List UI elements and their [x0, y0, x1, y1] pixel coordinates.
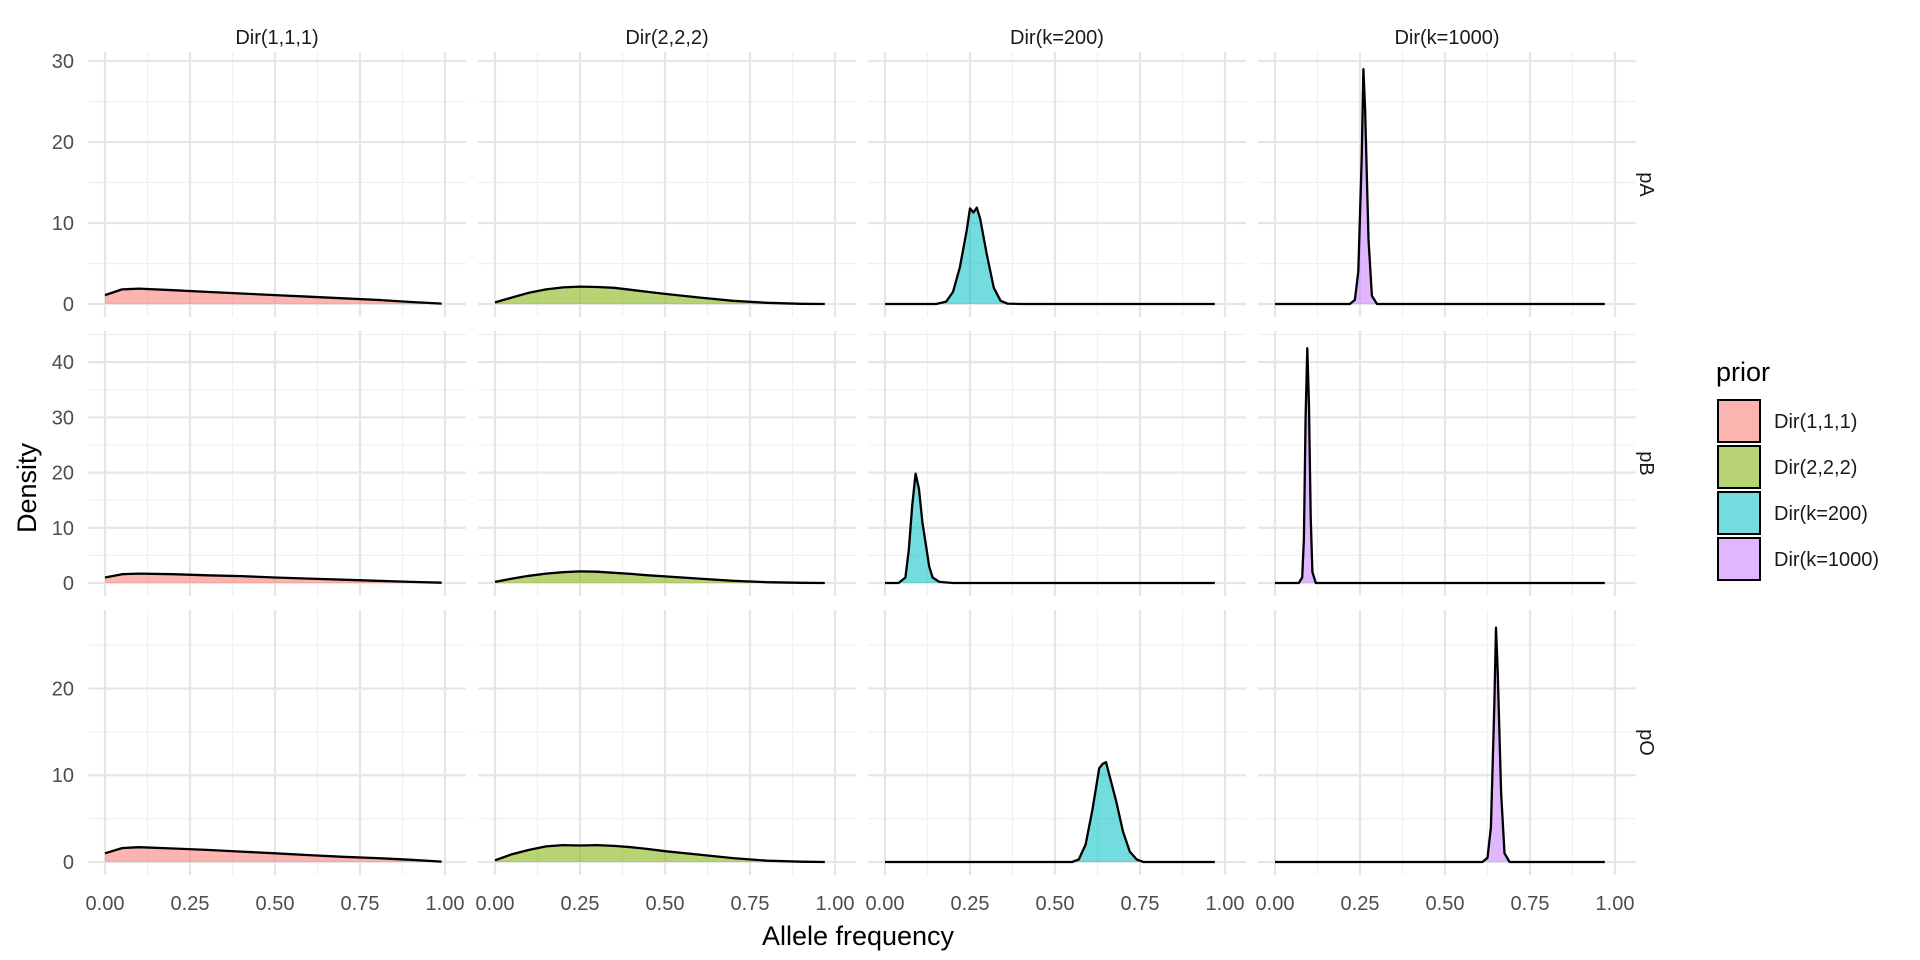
- density-line-dir-k-1000-po: [1275, 626, 1605, 864]
- panel-dir-k-1000-po: [1258, 610, 1636, 875]
- legend-key-dir-k-200: [1717, 491, 1761, 535]
- y-tick-label: 10: [52, 213, 74, 235]
- density-area-dir-k-1000-po: [1275, 627, 1605, 862]
- density-line-dir-k-1000-pa: [1275, 67, 1605, 306]
- x-tick-label: 0.75: [1511, 893, 1550, 915]
- panel-dir-k-1000-pa: [1258, 52, 1636, 317]
- y-tick-label: 10: [52, 765, 74, 787]
- legend-title: prior: [1716, 357, 1770, 387]
- x-tick-label: 0.50: [1426, 893, 1465, 915]
- x-tick-label: 0.00: [86, 893, 125, 915]
- legend-label-dir-k-200: Dir(k=200): [1774, 503, 1868, 525]
- x-tick-label: 1.00: [1596, 893, 1635, 915]
- density-line-dir-1-1-1-pb: [104, 572, 442, 584]
- density-area-dir-k-1000-pa: [1275, 69, 1605, 304]
- x-tick-label: 0.00: [476, 893, 515, 915]
- density-area-dir-1-1-1-pa: [105, 288, 442, 304]
- panel-dir-2-2-2-po: [478, 610, 856, 875]
- facet-row-label-po: pO: [1635, 729, 1657, 756]
- density-line-dir-2-2-2-pb: [494, 570, 825, 585]
- legend-entries: Dir(1,1,1) Dir(2,2,2) Dir(k=200) Dir(k=1000…: [1717, 399, 1879, 581]
- y-tick-label: 30: [52, 407, 74, 429]
- grid-layer: [88, 52, 1636, 875]
- density-area-dir-k-200-po: [885, 762, 1215, 862]
- facet-row-label-pb: pB: [1635, 451, 1657, 475]
- density-area-dir-k-1000-pb: [1275, 348, 1605, 583]
- facet-row-label-pa: pA: [1635, 172, 1657, 197]
- legend: prior Dir(1,1,1)Dir(2,2,2)Dir(k=200)Dir(…: [1716, 357, 1879, 581]
- panel-dir-k-200-pa: [868, 52, 1246, 317]
- x-tick-label: 0.75: [341, 893, 380, 915]
- panel-dir-k-1000-pb: [1258, 331, 1636, 596]
- facet-col-label-dir-k-200: Dir(k=200): [1010, 27, 1104, 49]
- x-tick-label: 1.00: [816, 893, 855, 915]
- x-tick-label: 0.75: [1121, 893, 1160, 915]
- panel-dir-1-1-1-po: [88, 610, 466, 875]
- y-tick-label: 0: [63, 852, 74, 874]
- panel-dir-k-200-po: [868, 610, 1246, 875]
- panel-dir-1-1-1-pb: [88, 331, 466, 596]
- density-line-dir-2-2-2-pa: [494, 285, 825, 306]
- y-tick-label: 10: [52, 518, 74, 540]
- y-axis-title: Density: [12, 442, 42, 533]
- x-tick-label: 0.25: [171, 893, 210, 915]
- legend-key-dir-2-2-2: [1717, 445, 1761, 489]
- panel-dir-k-200-pb: [868, 331, 1246, 596]
- x-tick-label: 0.25: [561, 893, 600, 915]
- x-tick-label: 0.25: [1341, 893, 1380, 915]
- x-tick-label: 1.00: [1206, 893, 1245, 915]
- facet-col-label-dir-1-1-1: Dir(1,1,1): [235, 27, 318, 49]
- x-tick-label: 0.75: [731, 893, 770, 915]
- x-tick-label: 1.00: [426, 893, 465, 915]
- y-tick-label: 20: [52, 678, 74, 700]
- legend-key-dir-1-1-1: [1717, 399, 1761, 443]
- x-tick-label: 0.00: [1256, 893, 1295, 915]
- panel-dir-2-2-2-pa: [478, 52, 856, 317]
- facet-col-label-dir-k-1000: Dir(k=1000): [1394, 27, 1499, 49]
- panel-dir-1-1-1-pa: [88, 52, 466, 317]
- x-tick-label: 0.50: [256, 893, 295, 915]
- density-line-dir-k-200-pb: [885, 472, 1215, 585]
- x-axis-title: Allele frequency: [762, 921, 955, 951]
- x-tick-label: 0.50: [1036, 893, 1075, 915]
- density-line-dir-k-200-pa: [885, 206, 1215, 306]
- density-area-dir-2-2-2-pa: [495, 286, 825, 304]
- density-line-dir-k-200-po: [885, 761, 1215, 864]
- y-tick-label: 40: [52, 352, 74, 374]
- panel-dir-2-2-2-pb: [478, 331, 856, 596]
- density-area-dir-2-2-2-po: [495, 845, 825, 862]
- legend-key-dir-k-1000: [1717, 537, 1761, 581]
- label-layer: Dir(1,1,1) Dir(2,2,2) Dir(k=200) Dir(k=1000…: [52, 27, 1657, 915]
- legend-label-dir-2-2-2: Dir(2,2,2): [1774, 457, 1857, 479]
- legend-label-dir-1-1-1: Dir(1,1,1): [1774, 411, 1857, 433]
- y-tick-label: 30: [52, 51, 74, 73]
- y-tick-label: 0: [63, 294, 74, 316]
- x-tick-label: 0.00: [866, 893, 905, 915]
- facet-col-label-dir-2-2-2: Dir(2,2,2): [625, 27, 708, 49]
- x-tick-label: 0.25: [951, 893, 990, 915]
- legend-label-dir-k-1000: Dir(k=1000): [1774, 549, 1879, 571]
- y-tick-label: 20: [52, 132, 74, 154]
- y-tick-label: 0: [63, 573, 74, 595]
- density-layer: [104, 67, 1605, 864]
- density-line-dir-k-1000-pb: [1275, 347, 1605, 585]
- density-line-dir-1-1-1-pa: [104, 287, 442, 305]
- density-line-dir-1-1-1-po: [104, 846, 442, 863]
- density-line-dir-2-2-2-po: [494, 843, 825, 864]
- y-tick-label: 20: [52, 463, 74, 485]
- x-tick-label: 0.50: [646, 893, 685, 915]
